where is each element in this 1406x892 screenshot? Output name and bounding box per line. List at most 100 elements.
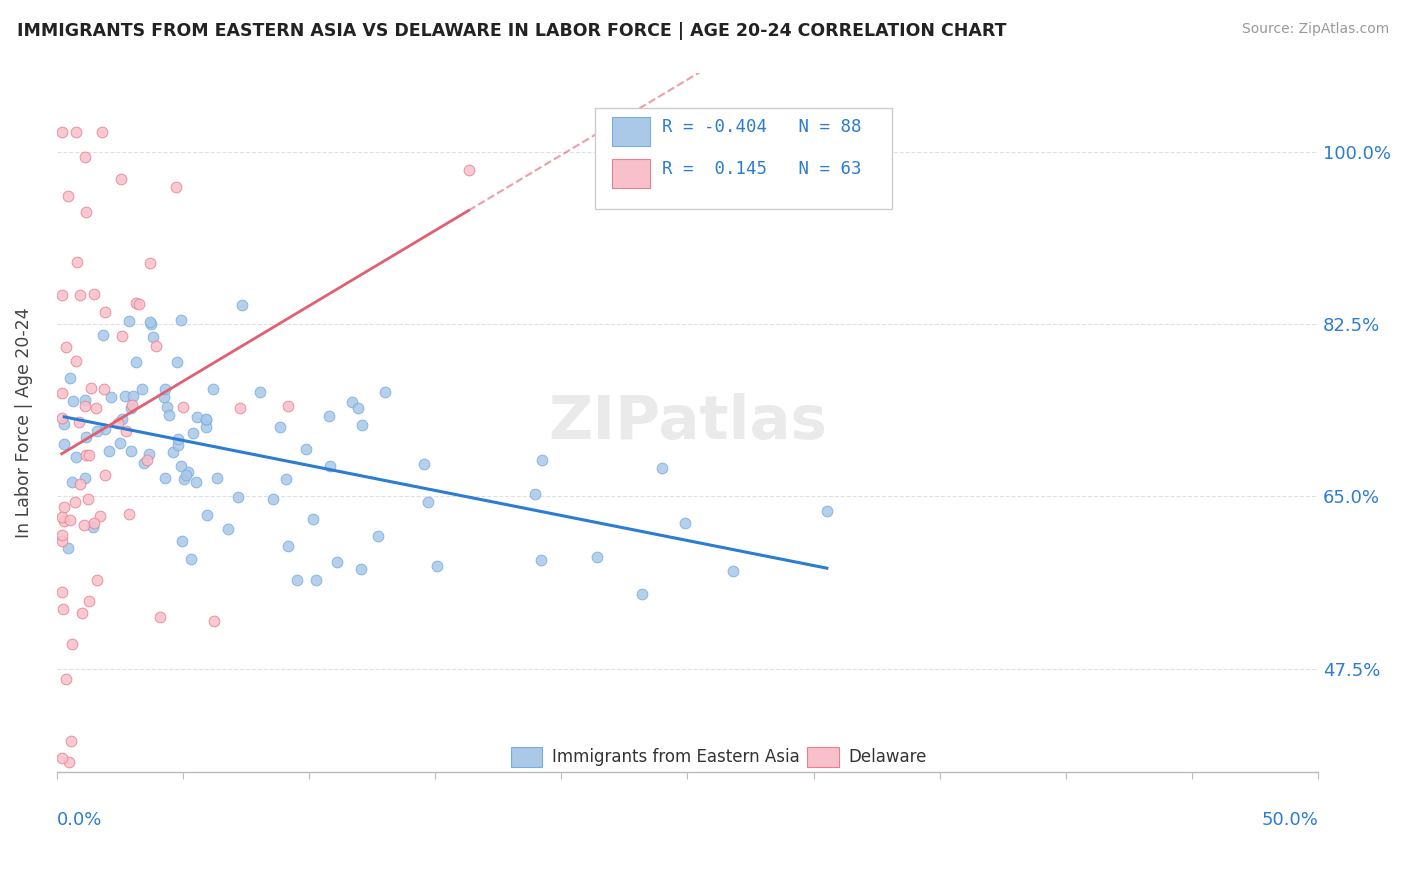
Point: [75, 430, 97, 444]
Point: [90, 125, 112, 139]
Point: [134, 456, 156, 470]
Point: [53, 437, 76, 451]
Point: [56, 541, 79, 555]
Point: [86, 574, 108, 588]
FancyBboxPatch shape: [510, 747, 543, 766]
Point: [125, 355, 148, 369]
Point: [202, 614, 225, 628]
Point: [59, 734, 82, 748]
Point: [86, 425, 108, 439]
Point: [721, 565, 744, 579]
Point: [412, 457, 434, 471]
Point: [167, 438, 190, 452]
Point: [651, 461, 673, 475]
Text: R =  0.145   N = 63: R = 0.145 N = 63: [662, 160, 862, 178]
Point: [70, 606, 93, 620]
Point: [302, 512, 325, 526]
Point: [53, 514, 76, 528]
Point: [75, 205, 97, 219]
Point: [111, 412, 134, 426]
Text: ZIPatlas: ZIPatlas: [548, 393, 827, 452]
Point: [374, 385, 396, 400]
Point: [65, 125, 87, 139]
Text: Delaware: Delaware: [849, 747, 927, 765]
Point: [118, 507, 141, 521]
Point: [167, 432, 190, 446]
Point: [269, 419, 291, 434]
Point: [217, 522, 239, 536]
Point: [530, 453, 553, 467]
Point: [73, 150, 96, 164]
Point: [156, 400, 179, 414]
Point: [631, 587, 654, 601]
Point: [367, 528, 389, 542]
Point: [51, 125, 73, 139]
Point: [172, 400, 194, 414]
Point: [120, 443, 142, 458]
FancyBboxPatch shape: [595, 108, 891, 210]
Point: [94, 422, 117, 436]
Point: [53, 417, 76, 432]
Point: [142, 330, 165, 344]
Point: [110, 171, 132, 186]
Point: [51, 750, 73, 764]
Point: [170, 313, 193, 327]
Point: [195, 508, 218, 523]
Point: [62, 393, 84, 408]
Point: [80, 381, 103, 395]
Point: [93, 382, 115, 396]
Point: [120, 401, 142, 416]
Text: R = -0.404   N = 88: R = -0.404 N = 88: [662, 118, 862, 136]
Text: Immigrants from Eastern Asia: Immigrants from Eastern Asia: [553, 747, 800, 765]
Point: [318, 409, 340, 424]
Point: [83, 286, 105, 301]
Point: [75, 448, 97, 462]
Point: [59, 513, 82, 527]
Point: [176, 465, 198, 479]
Point: [305, 573, 328, 587]
Point: [201, 382, 224, 396]
Point: [285, 573, 308, 587]
Point: [59, 371, 82, 385]
Y-axis label: In Labor Force | Age 20-24: In Labor Force | Age 20-24: [15, 307, 32, 538]
Point: [60, 475, 83, 489]
Point: [65, 354, 87, 368]
Point: [530, 552, 553, 566]
Point: [340, 395, 363, 409]
Point: [172, 533, 194, 548]
Point: [186, 475, 208, 489]
Point: [157, 409, 180, 423]
Point: [277, 400, 299, 414]
Point: [145, 339, 167, 353]
Point: [169, 459, 191, 474]
Point: [352, 417, 374, 432]
Point: [51, 288, 73, 302]
Point: [346, 401, 368, 416]
Point: [195, 420, 218, 434]
Point: [114, 424, 136, 438]
Point: [83, 516, 105, 531]
Point: [426, 559, 449, 574]
Point: [319, 458, 342, 473]
Point: [91, 328, 114, 343]
FancyBboxPatch shape: [612, 117, 650, 146]
Point: [153, 390, 176, 404]
Point: [51, 585, 73, 599]
Point: [125, 295, 148, 310]
Point: [205, 471, 228, 485]
Point: [174, 468, 197, 483]
Point: [66, 255, 89, 269]
Point: [457, 162, 479, 177]
Text: Source: ZipAtlas.com: Source: ZipAtlas.com: [1241, 22, 1389, 37]
Point: [228, 401, 250, 415]
Point: [162, 445, 184, 459]
Point: [131, 382, 153, 396]
Point: [138, 447, 160, 461]
Point: [181, 425, 204, 440]
Point: [295, 442, 318, 457]
Point: [65, 450, 87, 464]
Point: [82, 520, 104, 534]
Point: [194, 411, 217, 425]
Point: [94, 305, 117, 319]
Point: [673, 516, 696, 530]
